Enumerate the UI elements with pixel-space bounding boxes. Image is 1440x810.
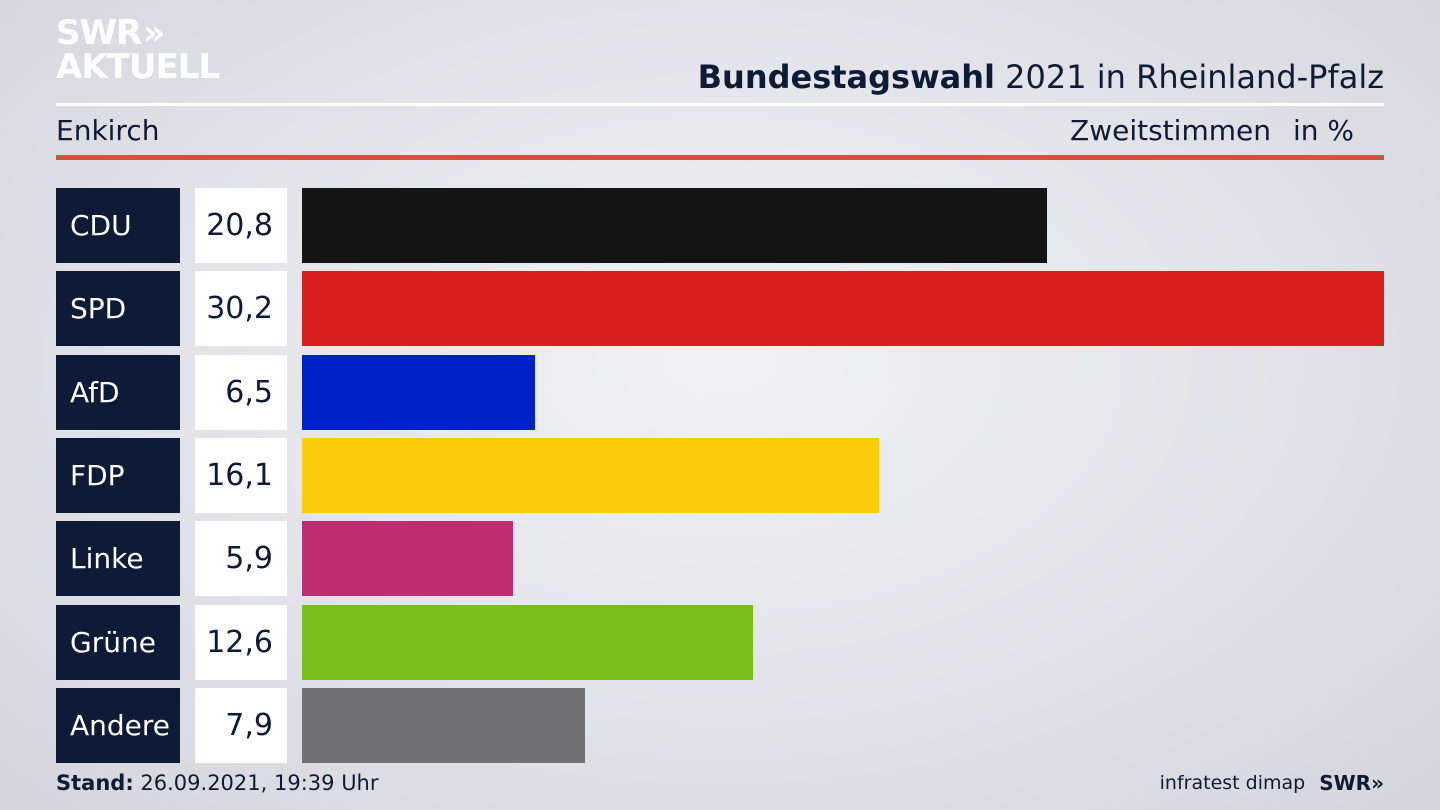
vote-type-label: Zweitstimmen in % — [1070, 114, 1354, 147]
logo-swr: SWR — [56, 13, 142, 53]
logo-aktuell: AKTUELL — [56, 47, 220, 87]
unit-label: in % — [1292, 114, 1354, 147]
party-label: AfD — [56, 355, 180, 430]
bar-spd — [302, 271, 1384, 346]
bar-grüne — [302, 605, 753, 680]
bar-linke — [302, 521, 513, 596]
bar-row-andere: Andere 7,9 — [56, 688, 1384, 763]
subheader-divider — [56, 155, 1384, 160]
logo-chevrons: » — [143, 13, 165, 53]
value-label: 12,6 — [195, 605, 287, 680]
value-label: 16,1 — [195, 438, 287, 513]
stand-label: Stand: — [56, 771, 134, 795]
value-label: 30,2 — [195, 271, 287, 346]
bar-row-linke: Linke 5,9 — [56, 521, 1384, 596]
bar-row-cdu: CDU 20,8 — [56, 188, 1384, 263]
bar-row-spd: SPD 30,2 — [56, 271, 1384, 346]
swr-aktuell-logo: SWR» AKTUELL — [56, 13, 220, 87]
page-title: Bundestagswahl 2021 in Rheinland-Pfalz — [698, 58, 1384, 96]
party-label: Andere — [56, 688, 180, 763]
party-label: Linke — [56, 521, 180, 596]
value-label: 20,8 — [195, 188, 287, 263]
title-bold: Bundestagswahl — [697, 58, 995, 96]
vote-type: Zweitstimmen — [1070, 114, 1271, 147]
source-label: infratest dimap — [1159, 772, 1306, 794]
bar-afd — [302, 355, 535, 430]
title-rest: 2021 in Rheinland-Pfalz — [1005, 58, 1384, 96]
party-label: SPD — [56, 271, 180, 346]
party-label: CDU — [56, 188, 180, 263]
value-label: 6,5 — [195, 355, 287, 430]
location-label: Enkirch — [56, 114, 160, 147]
footer-credits: infratest dimap SWR» — [1160, 771, 1384, 795]
bar-row-afd: AfD 6,5 — [56, 355, 1384, 430]
value-label: 5,9 — [195, 521, 287, 596]
swr-brand-logo: SWR» — [1319, 771, 1384, 795]
bar-cdu — [302, 188, 1047, 263]
header-divider — [56, 103, 1384, 106]
party-label: Grüne — [56, 605, 180, 680]
value-label: 7,9 — [195, 688, 287, 763]
bar-andere — [302, 688, 585, 763]
party-label: FDP — [56, 438, 180, 513]
bar-row-fdp: FDP 16,1 — [56, 438, 1384, 513]
bar-fdp — [302, 438, 879, 513]
stand-value: 26.09.2021, 19:39 Uhr — [140, 771, 379, 795]
timestamp: Stand: 26.09.2021, 19:39 Uhr — [56, 771, 379, 795]
bar-row-grüne: Grüne 12,6 — [56, 605, 1384, 680]
